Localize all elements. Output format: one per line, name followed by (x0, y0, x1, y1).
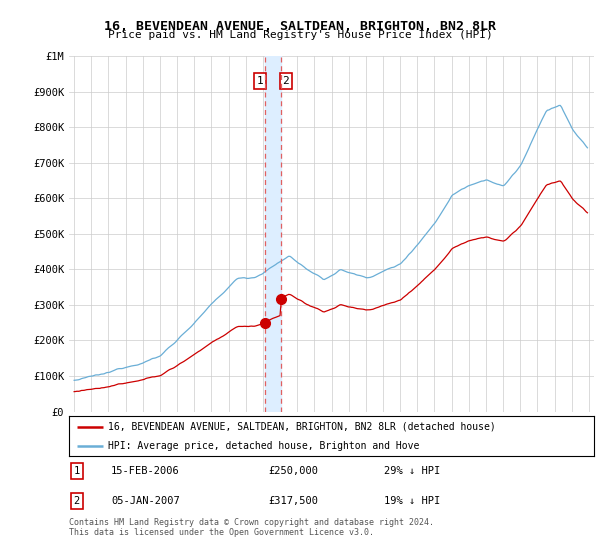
Text: 29% ↓ HPI: 29% ↓ HPI (384, 466, 440, 476)
Text: 05-JAN-2007: 05-JAN-2007 (111, 496, 180, 506)
Text: £317,500: £317,500 (269, 496, 319, 506)
Text: £250,000: £250,000 (269, 466, 319, 476)
Text: 16, BEVENDEAN AVENUE, SALTDEAN, BRIGHTON, BN2 8LR: 16, BEVENDEAN AVENUE, SALTDEAN, BRIGHTON… (104, 20, 496, 32)
Text: 19% ↓ HPI: 19% ↓ HPI (384, 496, 440, 506)
Text: Contains HM Land Registry data © Crown copyright and database right 2024.
This d: Contains HM Land Registry data © Crown c… (69, 518, 434, 538)
Text: 2: 2 (74, 496, 80, 506)
Text: 2: 2 (283, 76, 289, 86)
Bar (265, 56, 281, 412)
Text: 15-FEB-2006: 15-FEB-2006 (111, 466, 180, 476)
Text: Price paid vs. HM Land Registry's House Price Index (HPI): Price paid vs. HM Land Registry's House … (107, 30, 493, 40)
Text: 1: 1 (74, 466, 80, 476)
Text: 1: 1 (256, 76, 263, 86)
Text: HPI: Average price, detached house, Brighton and Hove: HPI: Average price, detached house, Brig… (109, 441, 420, 450)
Text: 16, BEVENDEAN AVENUE, SALTDEAN, BRIGHTON, BN2 8LR (detached house): 16, BEVENDEAN AVENUE, SALTDEAN, BRIGHTON… (109, 422, 496, 432)
